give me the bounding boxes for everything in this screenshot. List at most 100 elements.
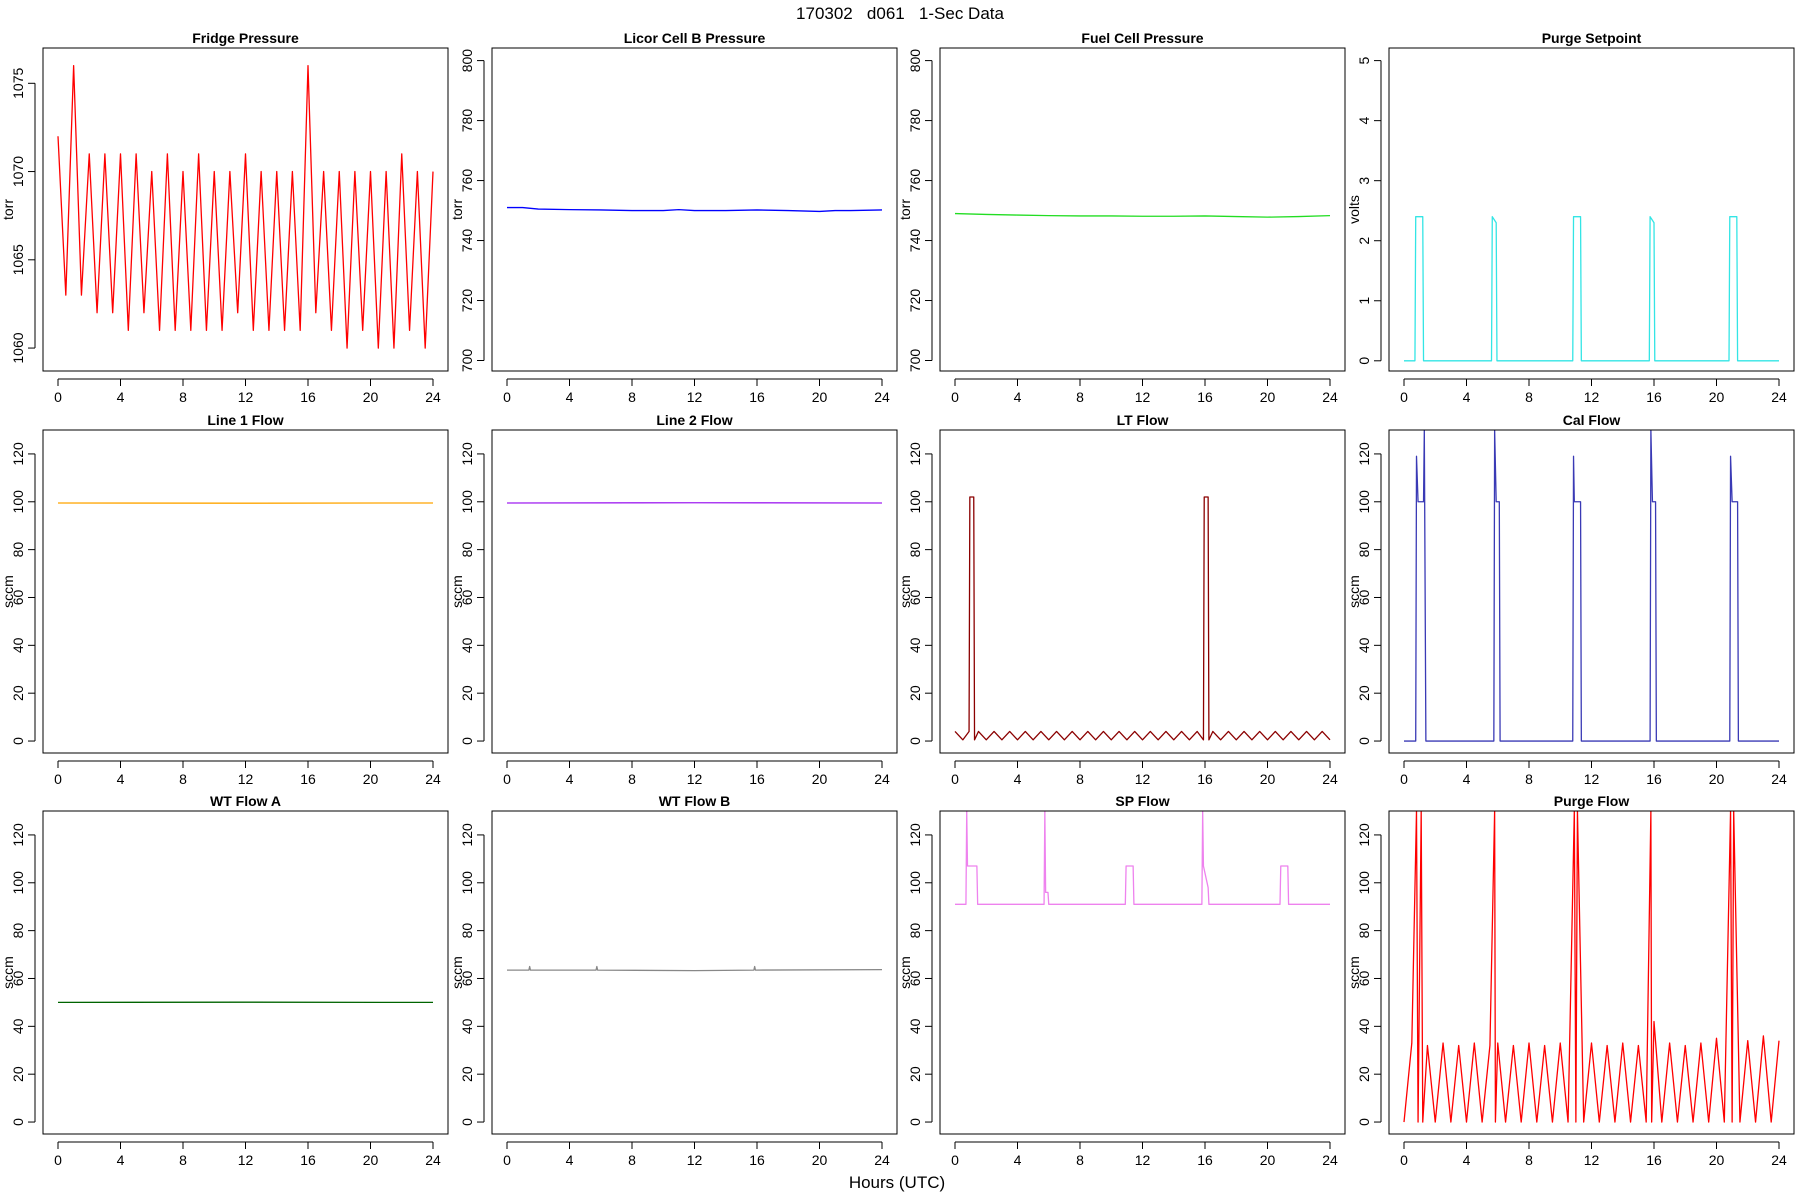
panel-title: LT Flow bbox=[1117, 412, 1169, 428]
y-tick-label: 0 bbox=[1356, 357, 1372, 365]
x-tick-label: 4 bbox=[1463, 771, 1471, 787]
y-axis-label: sccm bbox=[0, 956, 16, 989]
y-tick-label: 80 bbox=[1356, 542, 1372, 558]
x-tick-label: 24 bbox=[425, 771, 441, 787]
plot-frame bbox=[1388, 810, 1795, 1135]
y-tick-label: 700 bbox=[907, 349, 923, 373]
y-tick-label: 100 bbox=[10, 490, 26, 514]
y-axis-label: sccm bbox=[897, 575, 913, 608]
y-tick-label: 1 bbox=[1356, 297, 1372, 305]
y-tick-label: 760 bbox=[459, 169, 475, 193]
x-tick-label: 12 bbox=[1584, 389, 1600, 405]
y-tick-label: 60 bbox=[10, 589, 26, 605]
y-axis-label: sccm bbox=[1346, 575, 1362, 608]
y-tick-label: 0 bbox=[10, 737, 26, 745]
x-tick-label: 0 bbox=[54, 1152, 62, 1168]
y-tick-label: 760 bbox=[907, 169, 923, 193]
y-tick-label: 120 bbox=[10, 823, 26, 847]
x-tick-label: 16 bbox=[1646, 389, 1662, 405]
panel-title: Purge Setpoint bbox=[1542, 30, 1642, 46]
y-tick-label: 20 bbox=[907, 685, 923, 701]
y-tick-label: 5 bbox=[1356, 57, 1372, 65]
y-tick-label: 100 bbox=[1356, 490, 1372, 514]
x-tick-label: 0 bbox=[54, 771, 62, 787]
panel-title: Purge Flow bbox=[1554, 793, 1630, 809]
y-tick-label: 40 bbox=[459, 1018, 475, 1034]
y-tick-label: 20 bbox=[1356, 685, 1372, 701]
y-tick-label: 60 bbox=[459, 589, 475, 605]
x-tick-label: 8 bbox=[1076, 389, 1084, 405]
x-tick-label: 24 bbox=[1322, 389, 1338, 405]
x-tick-label: 16 bbox=[1197, 771, 1213, 787]
x-tick-label: 20 bbox=[363, 389, 379, 405]
plot-frame bbox=[939, 810, 1346, 1135]
y-tick-label: 720 bbox=[907, 289, 923, 313]
x-tick-label: 4 bbox=[1014, 389, 1022, 405]
x-tick-label: 12 bbox=[238, 1152, 254, 1168]
x-tick-label: 16 bbox=[1646, 771, 1662, 787]
y-axis-label: torr bbox=[0, 199, 16, 220]
data-line bbox=[1404, 216, 1779, 362]
x-tick-label: 24 bbox=[874, 389, 890, 405]
y-tick-label: 120 bbox=[907, 823, 923, 847]
y-tick-label: 20 bbox=[459, 685, 475, 701]
x-tick-label: 8 bbox=[628, 771, 636, 787]
data-line bbox=[507, 206, 883, 213]
y-tick-label: 0 bbox=[459, 737, 475, 745]
x-tick-label: 4 bbox=[566, 1152, 574, 1168]
x-tick-label: 0 bbox=[951, 389, 959, 405]
y-axis-label: sccm bbox=[449, 956, 465, 989]
x-tick-label: 0 bbox=[54, 389, 62, 405]
y-tick-label: 60 bbox=[907, 970, 923, 986]
panel-title: Fuel Cell Pressure bbox=[1081, 30, 1203, 46]
x-tick-label: 24 bbox=[1322, 771, 1338, 787]
y-axis-label: torr bbox=[449, 199, 465, 220]
y-tick-label: 80 bbox=[10, 923, 26, 939]
page-title: 170302 d061 1-Sec Data bbox=[796, 4, 1004, 23]
y-tick-label: 60 bbox=[1356, 970, 1372, 986]
x-axis-label: Hours (UTC) bbox=[849, 1173, 945, 1192]
x-tick-label: 12 bbox=[687, 389, 703, 405]
y-tick-label: 20 bbox=[1356, 1066, 1372, 1082]
x-tick-label: 12 bbox=[687, 1152, 703, 1168]
y-tick-label: 740 bbox=[459, 229, 475, 253]
x-tick-label: 8 bbox=[1525, 1152, 1533, 1168]
y-tick-label: 20 bbox=[459, 1066, 475, 1082]
y-tick-label: 0 bbox=[10, 1118, 26, 1126]
x-tick-label: 20 bbox=[1260, 389, 1276, 405]
x-tick-label: 16 bbox=[300, 389, 316, 405]
y-tick-label: 40 bbox=[1356, 637, 1372, 653]
x-tick-label: 24 bbox=[1771, 771, 1787, 787]
x-tick-label: 0 bbox=[503, 389, 511, 405]
panel-title: Licor Cell B Pressure bbox=[624, 30, 766, 46]
y-axis-label: sccm bbox=[897, 956, 913, 989]
x-tick-label: 20 bbox=[1709, 1152, 1725, 1168]
y-tick-label: 40 bbox=[10, 1018, 26, 1034]
x-tick-label: 20 bbox=[812, 771, 828, 787]
y-tick-label: 780 bbox=[907, 109, 923, 133]
x-tick-label: 4 bbox=[1463, 389, 1471, 405]
y-tick-label: 700 bbox=[459, 349, 475, 373]
panel-title: WT Flow A bbox=[210, 793, 281, 809]
x-tick-label: 8 bbox=[1525, 771, 1533, 787]
y-tick-label: 40 bbox=[907, 637, 923, 653]
x-tick-label: 0 bbox=[951, 1152, 959, 1168]
y-tick-label: 60 bbox=[10, 970, 26, 986]
x-tick-label: 4 bbox=[1014, 1152, 1022, 1168]
x-tick-label: 20 bbox=[1709, 389, 1725, 405]
x-tick-label: 24 bbox=[1322, 1152, 1338, 1168]
panel-title: Line 2 Flow bbox=[656, 412, 732, 428]
x-tick-label: 0 bbox=[1400, 1152, 1408, 1168]
x-tick-label: 20 bbox=[1709, 771, 1725, 787]
y-tick-label: 20 bbox=[10, 685, 26, 701]
y-tick-label: 40 bbox=[10, 637, 26, 653]
y-tick-label: 720 bbox=[459, 289, 475, 313]
x-tick-label: 16 bbox=[749, 389, 765, 405]
x-tick-label: 8 bbox=[1525, 389, 1533, 405]
plot-frame bbox=[42, 429, 449, 754]
panel-title: SP Flow bbox=[1115, 793, 1169, 809]
data-line bbox=[507, 965, 883, 972]
x-tick-label: 24 bbox=[1771, 389, 1787, 405]
x-tick-label: 16 bbox=[749, 771, 765, 787]
y-tick-label: 60 bbox=[907, 589, 923, 605]
